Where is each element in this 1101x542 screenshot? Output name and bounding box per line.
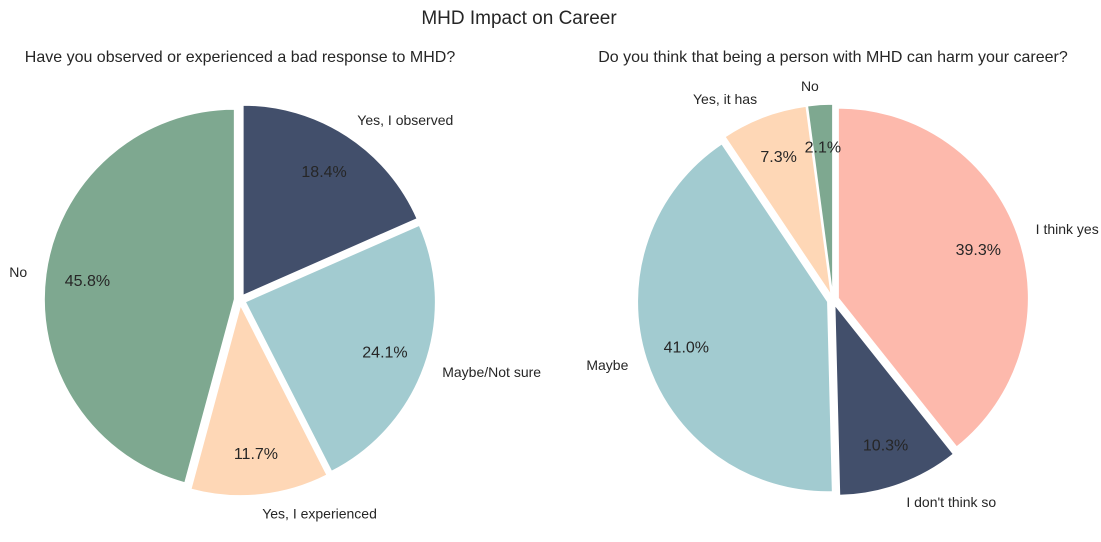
pie-slices: 39.3% I think yes 10.3% I don't think so 41.… [586, 78, 1098, 510]
pie-category-label: No [9, 264, 27, 280]
figure-title: MHD Impact on Career [421, 8, 617, 29]
pie-slice-maybe [637, 143, 833, 493]
pie-category-label: Yes, it has [693, 91, 757, 107]
pie-percent-label: 2.1% [805, 139, 841, 156]
pie-percent-label: 7.3% [760, 149, 796, 166]
pie-slice-no [43, 108, 235, 484]
pie-slices: 18.4% Yes, I observed 24.1% Maybe/Not sure 1… [9, 104, 541, 522]
pie-percent-label: 39.3% [956, 242, 1001, 259]
pie-chart-title: Do you think that being a person with MH… [598, 49, 1068, 66]
pie-slice-yes-i-observed [242, 104, 418, 296]
pie-percent-label: 24.1% [362, 345, 407, 362]
pie-slice-i-don-t-think-so [834, 303, 954, 496]
pie-chart-title: Have you observed or experienced a bad r… [25, 49, 456, 66]
pie-percent-label: 45.8% [65, 273, 110, 290]
pie-category-label: Maybe [586, 357, 628, 373]
pie-percent-label: 11.7% [234, 446, 278, 463]
pie-category-label: I don't think so [906, 494, 996, 510]
pie-slice-i-think-yes [837, 107, 1029, 448]
pie-percent-label: 10.3% [863, 438, 908, 455]
pie-category-label: Yes, I observed [357, 112, 453, 128]
pie-slice-maybe-not-sure [244, 224, 436, 472]
pie-slice-no [807, 103, 834, 295]
pie-percent-label: 41.0% [664, 340, 709, 357]
pie-chart-career-harm: Do you think that being a person with MH… [586, 49, 1098, 510]
pie-slice-yes-it-has [724, 105, 832, 295]
pie-percent-label: 18.4% [301, 164, 346, 181]
pie-slice-yes-i-experienced [190, 304, 328, 497]
pie-category-label: Maybe/Not sure [442, 364, 541, 380]
pie-category-label: I think yes [1036, 221, 1099, 237]
pie-category-label: Yes, I experienced [262, 506, 377, 522]
pie-chart-bad-response: Have you observed or experienced a bad r… [9, 49, 541, 522]
pie-category-label: No [801, 78, 819, 94]
